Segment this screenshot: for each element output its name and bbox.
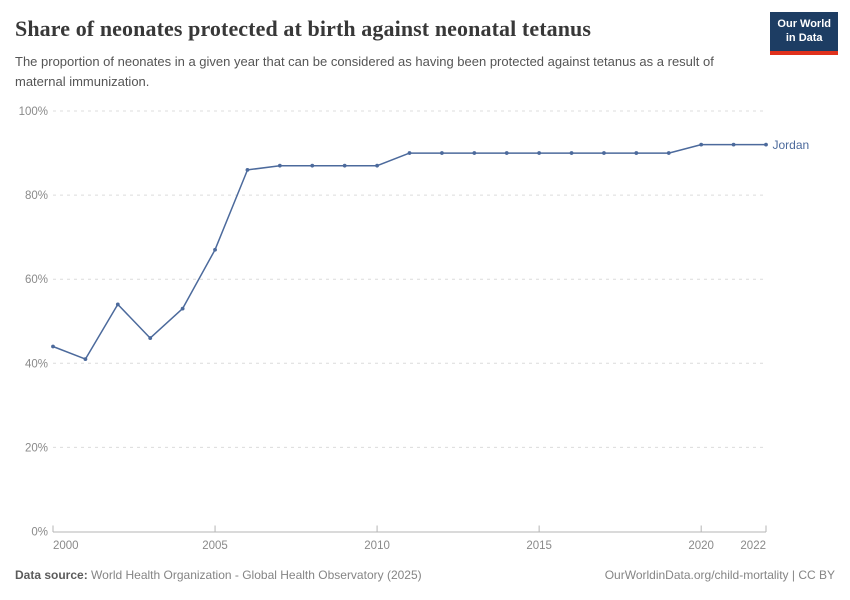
x-axis-label-2022: 2022 [740, 540, 766, 552]
line-series-jordan [52, 143, 767, 360]
data-point-jordan-2014[interactable] [504, 151, 509, 155]
x-axis-label-2010: 2010 [364, 540, 390, 552]
data-point-jordan-2010[interactable] [375, 163, 379, 168]
y-axis-label-60: 60% [25, 274, 48, 286]
data-point-jordan-2003[interactable] [148, 336, 153, 340]
y-axis-label-0: 0% [31, 527, 48, 539]
line-chart[interactable]: 0% 20% 40% 60% 80% 100% 2000 2005 2010 2015 2020 20… [0, 95, 850, 570]
y-axis-label-40: 40% [25, 358, 48, 370]
data-point-jordan-2005[interactable] [213, 247, 217, 252]
chart-title: Share of neonates protected at birth aga… [15, 16, 592, 41]
data-point-jordan-2015[interactable] [537, 151, 542, 155]
data-point-jordan-2001[interactable] [83, 357, 88, 361]
x-axis-label-2020: 2020 [688, 540, 714, 552]
owid-logo[interactable]: Our World in Data [770, 12, 838, 55]
data-point-jordan-2017[interactable] [602, 151, 606, 155]
chart-subtitle: The proportion of neonates in a given ye… [15, 54, 714, 90]
data-point-jordan-2022[interactable] [764, 142, 768, 147]
data-point-jordan-2012[interactable] [440, 151, 444, 155]
data-point-jordan-2000[interactable] [51, 344, 55, 349]
owid-logo-line2: in Data [785, 31, 823, 44]
x-axis-label-2005: 2005 [202, 540, 228, 552]
data-point-jordan-2020[interactable] [699, 142, 704, 147]
data-point-jordan-2009[interactable] [342, 163, 347, 168]
series-end-label-jordan[interactable]: Jordan [773, 138, 810, 152]
data-point-jordan-2013[interactable] [472, 151, 477, 155]
data-point-jordan-2018[interactable] [634, 151, 639, 155]
data-source-label: Data source: [15, 568, 88, 582]
data-point-jordan-2011[interactable] [407, 151, 412, 155]
x-axis-label-2000: 2000 [53, 540, 79, 552]
owid-logo-line1: Our World [777, 18, 831, 30]
data-source-value: World Health Organization - Global Healt… [87, 568, 422, 582]
data-point-jordan-2016[interactable] [569, 151, 574, 155]
data-source-note: Data source: World Health Organization -… [15, 568, 422, 582]
data-point-jordan-2008[interactable] [310, 163, 315, 168]
data-point-jordan-2021[interactable] [731, 142, 736, 147]
license-link[interactable]: OurWorldinData.org/child-mortality | CC … [604, 568, 835, 582]
y-axis-label-100: 100% [19, 106, 48, 118]
data-point-jordan-2002[interactable] [115, 302, 120, 307]
data-point-jordan-2007[interactable] [277, 163, 282, 168]
x-axis-label-2015: 2015 [526, 540, 552, 552]
data-point-jordan-2019[interactable] [666, 151, 671, 155]
data-point-jordan-2004[interactable] [180, 306, 185, 311]
y-axis-label-20: 20% [25, 442, 48, 454]
chart-footer: Data source: World Health Organization -… [15, 568, 835, 582]
data-point-jordan-2006[interactable] [245, 167, 250, 172]
y-axis-label-80: 80% [25, 190, 48, 202]
